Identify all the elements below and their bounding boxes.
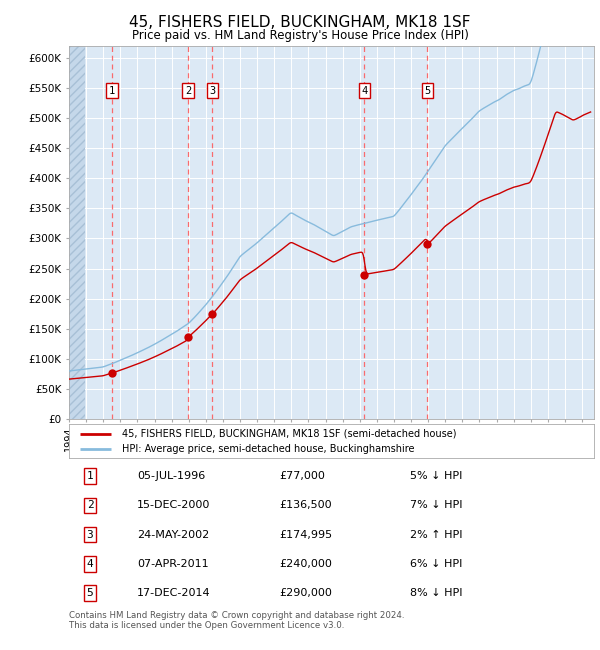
- Text: 2: 2: [185, 86, 191, 96]
- Text: Price paid vs. HM Land Registry's House Price Index (HPI): Price paid vs. HM Land Registry's House …: [131, 29, 469, 42]
- Text: 45, FISHERS FIELD, BUCKINGHAM, MK18 1SF (semi-detached house): 45, FISHERS FIELD, BUCKINGHAM, MK18 1SF …: [121, 428, 456, 439]
- Text: 8% ↓ HPI: 8% ↓ HPI: [410, 588, 463, 598]
- Text: 5: 5: [86, 588, 94, 598]
- Text: £77,000: £77,000: [279, 471, 325, 481]
- Text: HPI: Average price, semi-detached house, Buckinghamshire: HPI: Average price, semi-detached house,…: [121, 444, 414, 454]
- Text: £290,000: £290,000: [279, 588, 332, 598]
- Text: 07-APR-2011: 07-APR-2011: [137, 559, 209, 569]
- Text: 1: 1: [86, 471, 94, 481]
- Text: £174,995: £174,995: [279, 530, 332, 540]
- Text: 4: 4: [361, 86, 367, 96]
- Text: 5: 5: [424, 86, 431, 96]
- Text: 05-JUL-1996: 05-JUL-1996: [137, 471, 205, 481]
- Text: 7% ↓ HPI: 7% ↓ HPI: [410, 500, 463, 510]
- Text: Contains HM Land Registry data © Crown copyright and database right 2024.
This d: Contains HM Land Registry data © Crown c…: [69, 611, 404, 630]
- Text: 3: 3: [86, 530, 94, 540]
- Text: 6% ↓ HPI: 6% ↓ HPI: [410, 559, 463, 569]
- Text: 17-DEC-2014: 17-DEC-2014: [137, 588, 211, 598]
- Text: 3: 3: [209, 86, 215, 96]
- Text: 15-DEC-2000: 15-DEC-2000: [137, 500, 211, 510]
- Text: 45, FISHERS FIELD, BUCKINGHAM, MK18 1SF: 45, FISHERS FIELD, BUCKINGHAM, MK18 1SF: [129, 15, 471, 30]
- Text: 2: 2: [86, 500, 94, 510]
- Text: 5% ↓ HPI: 5% ↓ HPI: [410, 471, 463, 481]
- Text: £240,000: £240,000: [279, 559, 332, 569]
- Text: 1: 1: [109, 86, 115, 96]
- Text: 2% ↑ HPI: 2% ↑ HPI: [410, 530, 463, 540]
- Text: 4: 4: [86, 559, 94, 569]
- Text: £136,500: £136,500: [279, 500, 332, 510]
- Text: 24-MAY-2002: 24-MAY-2002: [137, 530, 209, 540]
